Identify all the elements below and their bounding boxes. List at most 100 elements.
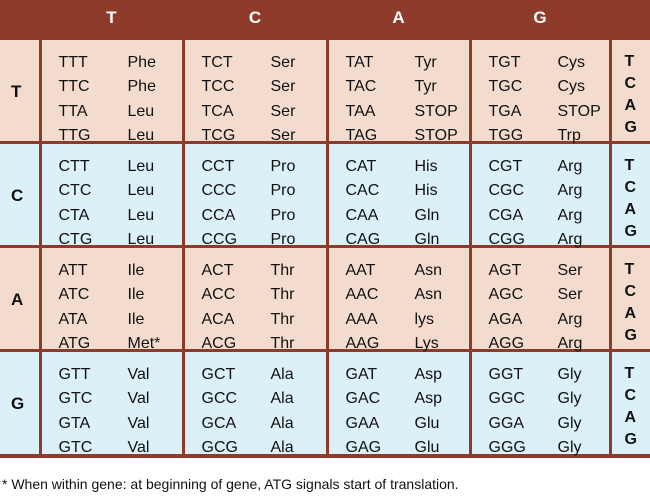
- codon: TGC: [488, 78, 523, 95]
- amino-acid: Ala: [270, 390, 294, 407]
- codon-cell: AAT Asn AAC Asn AAA lys AAG Lys: [328, 247, 469, 352]
- amino-acid: Pro: [270, 206, 296, 224]
- amino-acid: His: [414, 157, 438, 175]
- codon: TGT: [488, 53, 521, 71]
- amino-acid: Cys: [557, 53, 586, 71]
- header-corner: [0, 0, 39, 37]
- amino-acid: Gln: [414, 206, 440, 224]
- codon: AGC: [488, 286, 524, 303]
- amino-acid: Gly: [557, 414, 582, 432]
- codon: TAC: [345, 78, 377, 95]
- codon-cell: ATT Ile ATC Ile ATA Ile ATG Met*: [41, 247, 182, 352]
- amino-acid: Ile: [127, 261, 145, 279]
- codon: CGG: [488, 231, 525, 248]
- codon: AAT: [345, 261, 376, 279]
- codon-cell: ACT Thr ACC Thr ACA Thr ACG Thr: [184, 247, 326, 352]
- codon: GTT: [58, 365, 91, 383]
- amino-acid: Leu: [127, 182, 155, 199]
- codon-cell: TCT Ser TCC Ser TCA Ser TCG Ser: [184, 39, 326, 144]
- amino-acid: Arg: [557, 310, 583, 328]
- third-base: C: [624, 282, 637, 300]
- amino-acid: His: [414, 182, 438, 199]
- third-base: C: [624, 386, 637, 404]
- amino-acid: Gln: [414, 231, 440, 248]
- codon-cell: CTT Leu CTC Leu CTA Leu CTG Leu: [41, 143, 182, 248]
- codon: AAG: [345, 335, 380, 352]
- codon: TTA: [58, 102, 88, 120]
- amino-acid: Ala: [270, 414, 294, 432]
- column-header: A: [328, 0, 469, 37]
- codon: AGA: [488, 310, 523, 328]
- amino-acid: Ala: [270, 365, 294, 383]
- third-base: G: [624, 222, 637, 240]
- codon: GTC: [58, 390, 93, 407]
- codon: TAG: [345, 127, 378, 144]
- row-label-text: A: [11, 289, 24, 309]
- codon: TTC: [58, 78, 90, 95]
- codon: CCC: [201, 182, 237, 199]
- amino-acid: Tyr: [414, 78, 437, 95]
- amino-acid: Ile: [127, 286, 145, 303]
- codon: ACT: [201, 261, 234, 279]
- amino-acid: Leu: [127, 127, 155, 144]
- amino-acid: Ile: [127, 310, 145, 328]
- amino-acid: Val: [127, 439, 150, 456]
- third-base: G: [624, 118, 637, 136]
- codon: CGC: [488, 182, 525, 199]
- codon: GGG: [488, 439, 526, 456]
- codon: TCC: [201, 78, 235, 95]
- row-label-text: G: [11, 393, 25, 413]
- amino-acid: Phe: [127, 53, 156, 71]
- amino-acid: Trp: [557, 127, 581, 144]
- codon: ATA: [58, 310, 88, 328]
- codon: GCA: [201, 414, 237, 432]
- codon: CCT: [201, 157, 235, 175]
- codon: CAT: [345, 157, 377, 175]
- amino-acid: Ser: [557, 286, 583, 303]
- amino-acid: Asn: [414, 286, 443, 303]
- codon: GCC: [201, 390, 238, 407]
- codon: ATT: [58, 261, 88, 279]
- amino-acid: Arg: [557, 231, 583, 248]
- third-base: G: [624, 430, 637, 448]
- codon: CCA: [201, 206, 236, 224]
- row-label-text: T: [11, 81, 22, 101]
- amino-acid: Phe: [127, 78, 156, 95]
- codon: ACA: [201, 310, 235, 328]
- codon: ACG: [201, 335, 237, 352]
- codon: GTA: [58, 414, 91, 432]
- codon: GCG: [201, 439, 238, 456]
- amino-acid: Leu: [127, 231, 155, 248]
- amino-acid: Arg: [557, 157, 583, 175]
- amino-acid: Arg: [557, 182, 583, 199]
- amino-acid: Ser: [270, 127, 296, 144]
- amino-acid: Asp: [414, 365, 443, 383]
- amino-acid: Asn: [414, 261, 443, 279]
- header-corner: [611, 0, 650, 37]
- amino-acid: Leu: [127, 206, 155, 224]
- row-label: A: [0, 247, 39, 349]
- amino-acid: Tyr: [414, 53, 437, 71]
- amino-acid: Arg: [557, 335, 583, 352]
- amino-acid: Leu: [127, 157, 155, 175]
- codon-cell: TAT Tyr TAC Tyr TAA STOP TAG STOP: [328, 39, 469, 144]
- codon: CGT: [488, 157, 523, 175]
- amino-acid: Leu: [127, 102, 155, 120]
- codon: TCG: [201, 127, 236, 144]
- codon: CAC: [345, 182, 380, 199]
- amino-acid: Val: [127, 414, 150, 432]
- amino-acid: Glu: [414, 414, 440, 432]
- amino-acid: Pro: [270, 182, 296, 199]
- amino-acid: Cys: [557, 78, 586, 95]
- amino-acid: Pro: [270, 231, 296, 248]
- codon: ACC: [201, 286, 236, 303]
- codon: CAG: [345, 231, 381, 248]
- amino-acid: STOP: [557, 102, 601, 120]
- codon: CGA: [488, 206, 524, 224]
- codon: CTT: [58, 157, 90, 175]
- codon: CTC: [58, 182, 92, 199]
